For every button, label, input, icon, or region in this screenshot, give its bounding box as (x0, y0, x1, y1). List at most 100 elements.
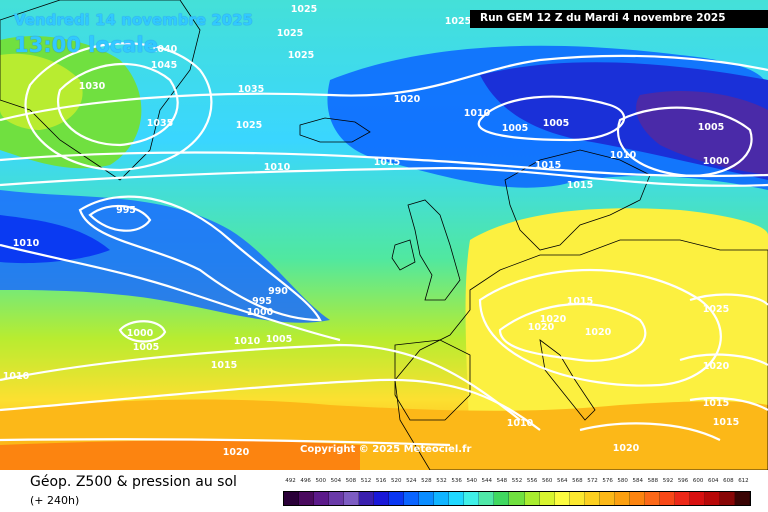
pressure-label: 1005 (133, 342, 159, 353)
pressure-label: 1015 (713, 417, 739, 428)
legend-value: 556 (526, 478, 538, 484)
pressure-label: 1030 (79, 81, 106, 92)
legend-swatch (584, 492, 600, 505)
pressure-label: 990 (268, 286, 288, 297)
legend-value: 520 (390, 478, 402, 484)
pressure-label: 1000 (247, 307, 274, 318)
legend-swatch (644, 492, 660, 505)
pressure-label: 1005 (502, 123, 528, 134)
legend-value: 592 (662, 478, 674, 484)
pressure-label: 1020 (528, 322, 555, 333)
legend-swatch (374, 492, 390, 505)
map-title: Géop. Z500 & pression au sol (30, 474, 237, 490)
pressure-label: 1020 (585, 327, 612, 338)
legend-swatch (734, 492, 750, 505)
legend-value: 588 (647, 478, 659, 484)
land-italy (539, 339, 596, 421)
legend-value: 540 (466, 478, 477, 484)
pressure-label: 1025 (288, 50, 314, 61)
pressure-label: 1010 (234, 336, 261, 347)
legend-value: 512 (360, 478, 372, 484)
land-iceland (299, 117, 371, 143)
legend-value: 612 (738, 478, 749, 484)
legend-swatch (434, 492, 450, 505)
pressure-label: 1015 (703, 398, 729, 409)
land-iberia (394, 339, 471, 421)
land-continent (394, 239, 768, 470)
legend-value: 568 (572, 478, 583, 484)
pressure-label: 1020 (394, 94, 421, 105)
legend-swatch (659, 492, 675, 505)
pressure-label: 1035 (238, 84, 264, 95)
legend-swatch (629, 492, 645, 505)
legend-swatch (419, 492, 435, 505)
legend-value: 608 (723, 478, 734, 484)
pressure-label: 1005 (698, 122, 724, 133)
legend-swatch (704, 492, 720, 505)
pressure-label: 1015 (211, 360, 237, 371)
legend-value: 576 (602, 478, 613, 484)
legend-swatch (494, 492, 510, 505)
pressure-label: 1000 (703, 156, 730, 167)
pressure-label: 1025 (703, 304, 729, 315)
pressure-label: 1025 (236, 120, 262, 131)
legend-value: 560 (541, 478, 553, 484)
legend-value: 516 (375, 478, 387, 484)
pressure-label: 1025 (291, 4, 317, 15)
legend-value: 584 (632, 478, 644, 484)
legend-swatch (464, 492, 480, 505)
pressure-label: 1020 (540, 314, 567, 325)
legend-value: 496 (300, 478, 311, 484)
copyright-notice: Copyright © 2025 Meteociel.fr (300, 444, 472, 455)
legend-swatch (284, 492, 300, 505)
pressure-label: 1010 (13, 238, 40, 249)
legend-swatch (509, 492, 525, 505)
legend-value: 544 (481, 478, 493, 484)
pressure-label: 1010 (610, 150, 637, 161)
pressure-label: 1020 (223, 447, 250, 458)
valid-time: 13:00 locale (14, 33, 158, 57)
legend-value: 552 (511, 478, 523, 484)
pressure-label: 1020 (703, 361, 730, 372)
legend-value: 580 (617, 478, 628, 484)
legend-value: 492 (285, 478, 296, 484)
legend-swatch (689, 492, 705, 505)
pressure-label: 995 (252, 296, 272, 307)
legend-value: 504 (330, 478, 342, 484)
legend-swatches (283, 491, 751, 506)
isobars (0, 42, 768, 447)
pressure-label: 1020 (613, 443, 640, 454)
land-scandinavia (504, 149, 651, 251)
legend-swatch (344, 492, 360, 505)
legend-value: 600 (692, 478, 704, 484)
run-info-bar (470, 10, 768, 28)
pressure-label: 1015 (567, 296, 593, 307)
legend-value: 524 (406, 478, 417, 484)
run-info: Run GEM 12 Z du Mardi 4 novembre 2025 (480, 12, 726, 24)
legend-swatch (479, 492, 495, 505)
pressure-label: 1015 (374, 157, 400, 168)
legend-swatch (569, 492, 585, 505)
legend-value: 596 (677, 478, 689, 484)
legend-value: 528 (421, 478, 432, 484)
legend-swatch (614, 492, 630, 505)
pressure-label: 1025 (445, 16, 471, 27)
z500-greenland-core (0, 53, 83, 130)
legend-swatch (539, 492, 555, 505)
legend-labels: 492 496 500 504 508 512 516 520 524 528 532 536 540 5… (283, 478, 751, 489)
pressure-label: 1045 (151, 60, 177, 71)
z500-north-low (636, 90, 768, 175)
legend-value: 532 (436, 478, 447, 484)
pressure-label: 1010 (3, 371, 30, 382)
pressure-label: 1005 (266, 334, 292, 345)
legend-swatch (404, 492, 420, 505)
legend-swatch (359, 492, 375, 505)
legend-value: 508 (345, 478, 357, 484)
legend-swatch (449, 492, 465, 505)
legend-value: 604 (708, 478, 719, 484)
pressure-label: 1005 (543, 118, 569, 129)
pressure-label: 1010 (264, 162, 291, 173)
pressure-label: 1015 (535, 160, 561, 171)
pressure-label: 995 (116, 205, 136, 216)
pressure-label: 1040 (151, 44, 178, 55)
